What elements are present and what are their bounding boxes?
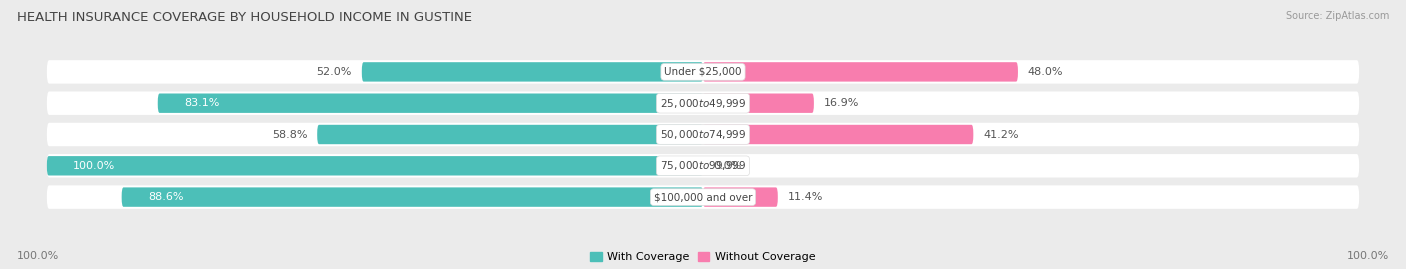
Legend: With Coverage, Without Coverage: With Coverage, Without Coverage xyxy=(586,247,820,267)
Text: 41.2%: 41.2% xyxy=(983,129,1019,140)
Text: $25,000 to $49,999: $25,000 to $49,999 xyxy=(659,97,747,110)
Text: 52.0%: 52.0% xyxy=(316,67,352,77)
Text: 48.0%: 48.0% xyxy=(1028,67,1063,77)
FancyBboxPatch shape xyxy=(46,156,703,175)
Text: $75,000 to $99,999: $75,000 to $99,999 xyxy=(659,159,747,172)
Text: 11.4%: 11.4% xyxy=(787,192,823,202)
FancyBboxPatch shape xyxy=(157,94,703,113)
Text: $100,000 and over: $100,000 and over xyxy=(654,192,752,202)
Text: $50,000 to $74,999: $50,000 to $74,999 xyxy=(659,128,747,141)
FancyBboxPatch shape xyxy=(703,125,973,144)
FancyBboxPatch shape xyxy=(46,154,1360,178)
Text: 100.0%: 100.0% xyxy=(73,161,115,171)
Text: 58.8%: 58.8% xyxy=(271,129,308,140)
FancyBboxPatch shape xyxy=(46,91,1360,115)
FancyBboxPatch shape xyxy=(318,125,703,144)
FancyBboxPatch shape xyxy=(46,185,1360,209)
Text: Under $25,000: Under $25,000 xyxy=(664,67,742,77)
FancyBboxPatch shape xyxy=(46,60,1360,84)
Text: Source: ZipAtlas.com: Source: ZipAtlas.com xyxy=(1285,11,1389,21)
Text: 100.0%: 100.0% xyxy=(1347,251,1389,261)
Text: 16.9%: 16.9% xyxy=(824,98,859,108)
Text: 88.6%: 88.6% xyxy=(148,192,183,202)
Text: HEALTH INSURANCE COVERAGE BY HOUSEHOLD INCOME IN GUSTINE: HEALTH INSURANCE COVERAGE BY HOUSEHOLD I… xyxy=(17,11,472,24)
FancyBboxPatch shape xyxy=(46,123,1360,146)
FancyBboxPatch shape xyxy=(703,62,1018,82)
Text: 0.0%: 0.0% xyxy=(713,161,741,171)
FancyBboxPatch shape xyxy=(703,187,778,207)
FancyBboxPatch shape xyxy=(122,187,703,207)
FancyBboxPatch shape xyxy=(703,94,814,113)
FancyBboxPatch shape xyxy=(361,62,703,82)
Text: 100.0%: 100.0% xyxy=(17,251,59,261)
Text: 83.1%: 83.1% xyxy=(184,98,219,108)
